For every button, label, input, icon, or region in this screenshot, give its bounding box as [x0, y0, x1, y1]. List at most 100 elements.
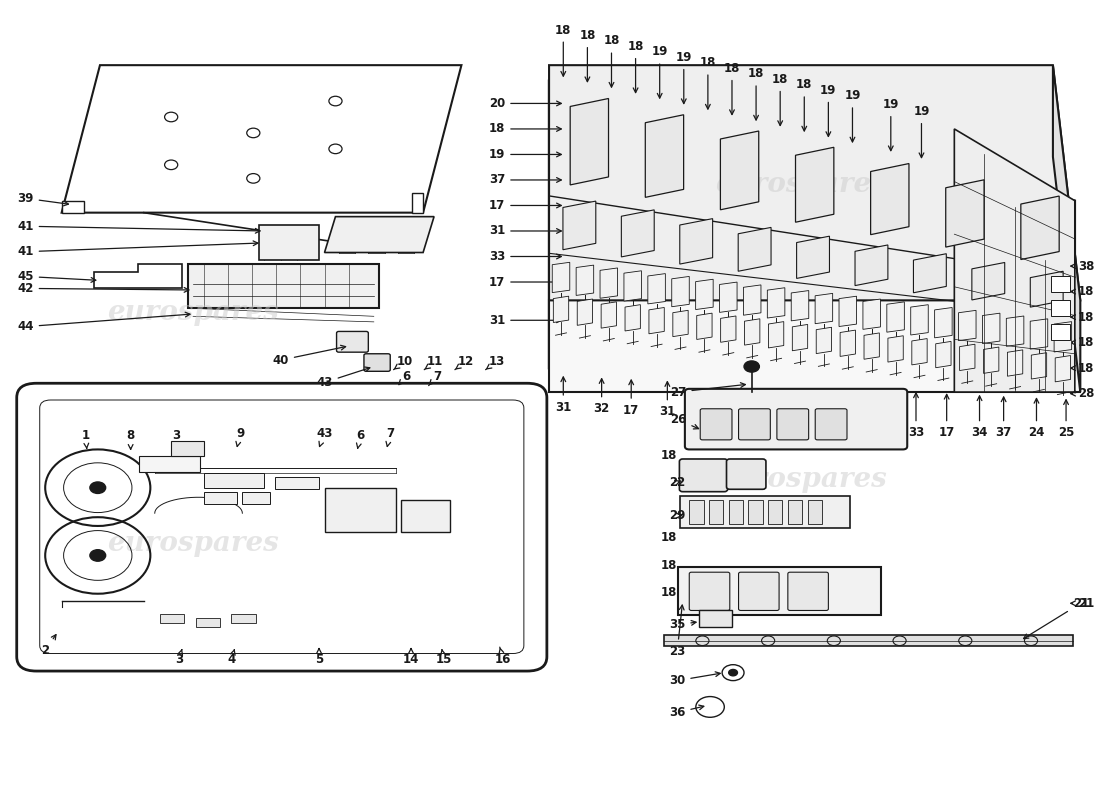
Text: 18: 18: [748, 67, 764, 120]
Text: 18: 18: [1070, 285, 1094, 298]
Polygon shape: [601, 302, 616, 328]
Polygon shape: [936, 342, 952, 368]
Text: 6: 6: [399, 370, 410, 385]
Text: 18: 18: [1070, 362, 1094, 374]
Polygon shape: [1054, 322, 1071, 352]
FancyBboxPatch shape: [690, 572, 729, 610]
FancyBboxPatch shape: [685, 389, 907, 450]
FancyBboxPatch shape: [815, 409, 847, 440]
FancyBboxPatch shape: [738, 409, 770, 440]
Polygon shape: [972, 262, 1004, 300]
Text: 14: 14: [403, 649, 419, 666]
Bar: [748, 500, 762, 523]
Polygon shape: [864, 333, 879, 359]
Text: 16: 16: [495, 647, 512, 666]
Bar: [1050, 300, 1070, 316]
Polygon shape: [913, 254, 946, 293]
Text: 30: 30: [669, 672, 720, 687]
Text: 20: 20: [490, 97, 561, 110]
Polygon shape: [578, 299, 593, 326]
Polygon shape: [791, 290, 808, 321]
Text: 33: 33: [490, 250, 561, 263]
Bar: [197, 618, 220, 627]
Text: 18: 18: [661, 530, 678, 544]
Bar: [1050, 277, 1070, 292]
FancyBboxPatch shape: [701, 409, 732, 440]
Polygon shape: [888, 336, 903, 362]
Polygon shape: [795, 147, 834, 222]
Text: 32: 32: [594, 378, 609, 415]
Polygon shape: [648, 274, 666, 304]
Polygon shape: [744, 285, 761, 315]
Text: 10: 10: [394, 355, 412, 370]
Polygon shape: [911, 305, 928, 335]
Polygon shape: [946, 180, 984, 247]
FancyBboxPatch shape: [188, 265, 380, 308]
Text: eurospares: eurospares: [107, 299, 279, 326]
Polygon shape: [62, 201, 84, 213]
Bar: [710, 500, 723, 523]
Text: 18: 18: [661, 558, 678, 571]
Text: 19: 19: [488, 148, 561, 161]
Polygon shape: [696, 313, 712, 339]
Text: 39: 39: [18, 192, 68, 206]
Polygon shape: [549, 81, 1075, 392]
Text: 18: 18: [627, 40, 644, 93]
Text: 26: 26: [670, 414, 698, 429]
Text: 33: 33: [908, 393, 924, 439]
Text: 2: 2: [41, 634, 56, 657]
Bar: [788, 500, 802, 523]
Polygon shape: [887, 302, 904, 332]
Text: 17: 17: [490, 199, 561, 212]
Text: 18: 18: [796, 78, 813, 131]
Text: 23: 23: [669, 605, 685, 658]
Text: 21: 21: [1070, 597, 1094, 610]
Text: 18: 18: [556, 23, 572, 76]
Text: 18: 18: [724, 62, 740, 114]
Bar: [204, 474, 264, 488]
Text: 43: 43: [317, 427, 332, 446]
Polygon shape: [983, 347, 999, 374]
Polygon shape: [840, 330, 856, 357]
Circle shape: [728, 670, 737, 676]
Polygon shape: [649, 307, 664, 334]
Bar: [242, 493, 270, 504]
Bar: [204, 493, 236, 504]
Text: 17: 17: [623, 380, 639, 417]
Polygon shape: [1031, 319, 1047, 349]
Text: 7: 7: [429, 370, 441, 386]
FancyBboxPatch shape: [777, 409, 808, 440]
Text: 8: 8: [126, 430, 135, 450]
Text: eurospares: eurospares: [107, 530, 279, 557]
Polygon shape: [769, 322, 784, 348]
Polygon shape: [719, 282, 737, 312]
Text: 19: 19: [882, 98, 899, 150]
Bar: [1050, 324, 1070, 340]
Text: eurospares: eurospares: [715, 171, 887, 198]
Circle shape: [90, 550, 106, 561]
Text: 9: 9: [236, 427, 244, 446]
Text: 12: 12: [455, 355, 474, 370]
Text: 17: 17: [490, 275, 561, 289]
Text: 18: 18: [580, 29, 595, 82]
Polygon shape: [1008, 350, 1023, 376]
Text: 22: 22: [669, 476, 685, 489]
Polygon shape: [796, 236, 829, 278]
Text: 18: 18: [772, 73, 789, 126]
Text: 3: 3: [173, 430, 180, 448]
Text: 31: 31: [556, 377, 571, 414]
Polygon shape: [768, 288, 785, 318]
Text: 19: 19: [675, 51, 692, 103]
Text: 13: 13: [485, 355, 505, 370]
Text: 18: 18: [661, 450, 678, 462]
Text: 27: 27: [670, 382, 746, 398]
FancyBboxPatch shape: [738, 572, 779, 610]
Text: 17: 17: [938, 394, 955, 439]
Polygon shape: [664, 635, 1072, 646]
Polygon shape: [816, 327, 832, 354]
Polygon shape: [412, 193, 424, 213]
Polygon shape: [720, 316, 736, 342]
Polygon shape: [62, 65, 461, 213]
Polygon shape: [839, 296, 857, 326]
Polygon shape: [549, 300, 1080, 392]
